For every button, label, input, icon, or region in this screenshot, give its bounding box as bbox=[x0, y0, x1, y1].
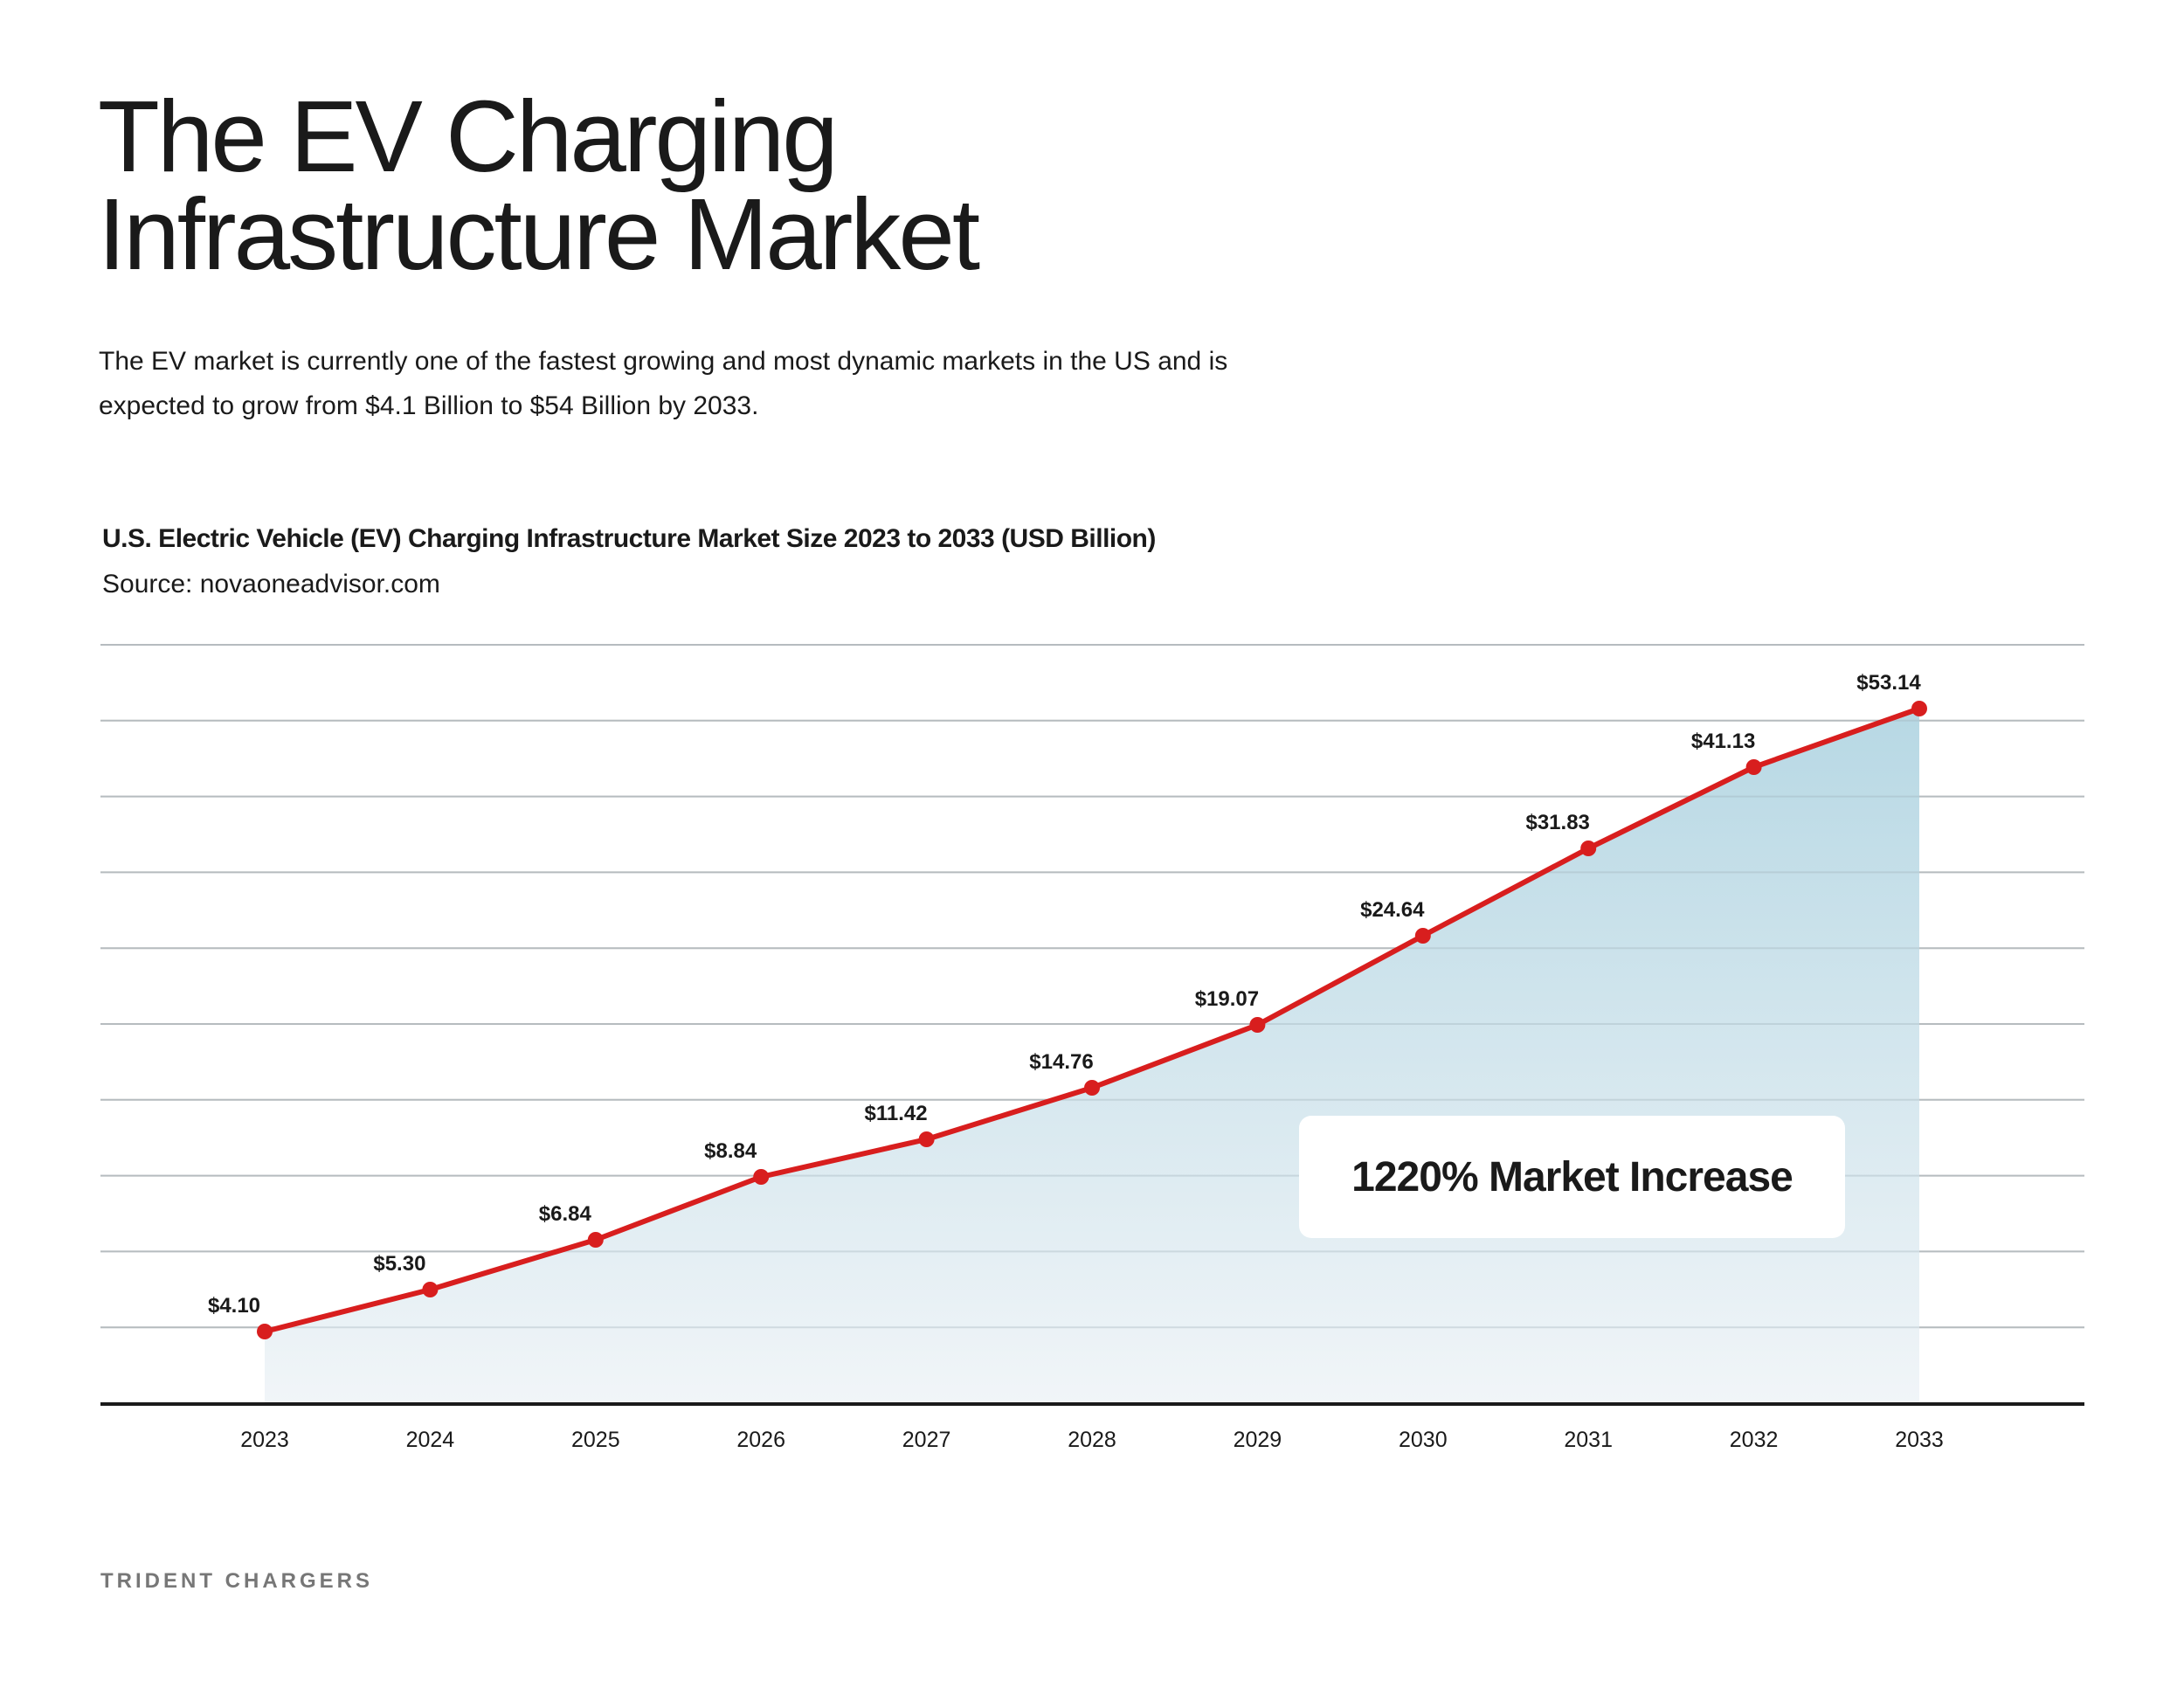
data-point bbox=[257, 1324, 273, 1339]
data-point bbox=[1249, 1017, 1266, 1033]
x-tick-label: 2028 bbox=[1068, 1428, 1116, 1452]
data-label: $5.30 bbox=[373, 1252, 425, 1276]
data-point bbox=[1745, 759, 1762, 775]
intro-paragraph: The EV market is currently one of the fa… bbox=[99, 339, 1496, 428]
data-point bbox=[918, 1131, 935, 1147]
title-line-2: Infrastructure Market bbox=[98, 177, 980, 291]
data-label: $4.10 bbox=[208, 1294, 260, 1318]
data-label: $53.14 bbox=[1856, 671, 1921, 695]
chart-title: U.S. Electric Vehicle (EV) Charging Infr… bbox=[102, 524, 1156, 553]
data-point bbox=[422, 1282, 439, 1297]
x-tick-label: 2031 bbox=[1564, 1428, 1613, 1452]
data-point bbox=[1084, 1080, 1100, 1096]
data-label: $31.83 bbox=[1525, 811, 1589, 834]
data-label: $19.07 bbox=[1195, 987, 1259, 1011]
x-tick-label: 2023 bbox=[240, 1428, 289, 1452]
title-line-1: The EV Charging bbox=[98, 80, 839, 193]
data-label: $24.64 bbox=[1360, 898, 1425, 922]
data-label: $41.13 bbox=[1691, 730, 1755, 753]
x-tick-label: 2032 bbox=[1730, 1428, 1779, 1452]
x-tick-label: 2029 bbox=[1234, 1428, 1282, 1452]
data-point bbox=[1911, 701, 1927, 716]
data-label: $11.42 bbox=[865, 1102, 928, 1125]
data-point bbox=[1414, 928, 1431, 944]
intro-line-2: expected to grow from $4.1 Billion to $5… bbox=[99, 391, 759, 420]
x-tick-label: 2024 bbox=[406, 1428, 455, 1452]
x-tick-label: 2025 bbox=[571, 1428, 620, 1452]
market-increase-callout: 1220% Market Increase bbox=[1299, 1116, 1845, 1238]
data-label: $8.84 bbox=[704, 1139, 757, 1163]
brand-logo-text: TRIDENT CHARGERS bbox=[100, 1569, 374, 1593]
page-title: The EV Charging Infrastructure Market bbox=[98, 80, 1321, 291]
data-point bbox=[753, 1169, 770, 1185]
x-tick-label: 2026 bbox=[736, 1428, 785, 1452]
data-point bbox=[1580, 841, 1597, 856]
x-tick-label: 2033 bbox=[1895, 1428, 1944, 1452]
data-label: $14.76 bbox=[1029, 1050, 1093, 1074]
data-point bbox=[587, 1232, 604, 1248]
x-tick-label: 2027 bbox=[902, 1428, 951, 1452]
chart-source: Source: novaoneadvisor.com bbox=[102, 570, 440, 598]
intro-line-1: The EV market is currently one of the fa… bbox=[99, 347, 1228, 376]
x-tick-label: 2030 bbox=[1399, 1428, 1448, 1452]
data-label: $6.84 bbox=[539, 1202, 592, 1226]
